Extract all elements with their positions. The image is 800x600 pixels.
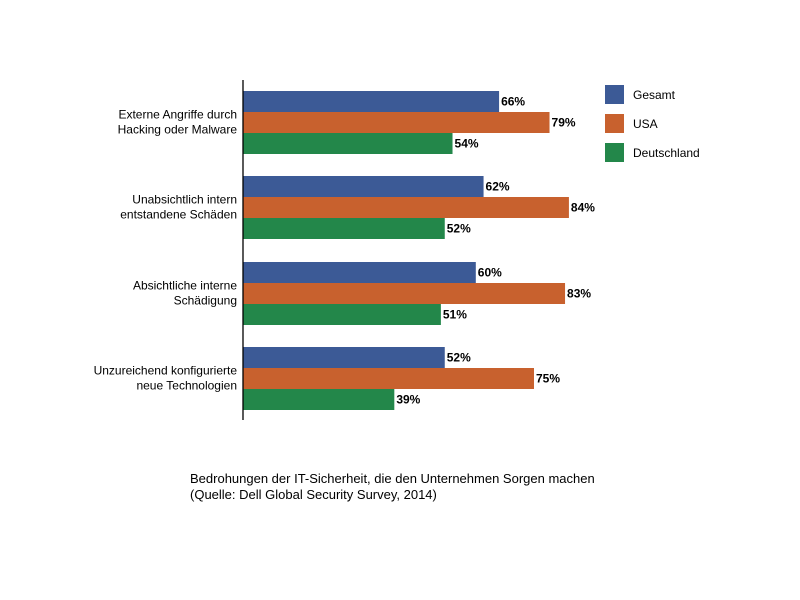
- data-label-gesamt-1: 66%: [501, 95, 525, 109]
- bar-chart: 66% 62% 60% 52% 79% 84% 83% 75% 54% 52% 51% 39% Exte…: [94, 80, 700, 420]
- data-label-usa-3: 83%: [567, 287, 591, 301]
- data-label-gesamt-3: 60%: [478, 266, 502, 280]
- data-label-gesamt-2: 62%: [486, 180, 510, 194]
- bar-deutschland-4: [243, 389, 395, 410]
- category-label-3-line-2: Schädigung: [174, 294, 237, 308]
- bar-deutschland-3: [243, 304, 441, 325]
- legend-label-deutschland: Deutschland: [633, 146, 700, 160]
- data-label-usa-1: 79%: [552, 116, 576, 130]
- bar-gesamt-1: [243, 91, 500, 112]
- bar-gesamt-4: [243, 347, 445, 368]
- data-label-usa-2: 84%: [571, 201, 595, 215]
- data-label-deutschland-1: 54%: [455, 137, 479, 151]
- data-label-deutschland-3: 51%: [443, 308, 467, 322]
- data-label-deutschland-4: 39%: [396, 393, 420, 407]
- bar-gesamt-2: [243, 176, 484, 197]
- data-label-usa-4: 75%: [536, 372, 560, 386]
- caption-title: Bedrohungen der IT-Sicherheit, die den U…: [190, 471, 595, 486]
- category-label-4-line-2: neue Technologien: [136, 379, 237, 393]
- caption-source: (Quelle: Dell Global Security Survey, 20…: [190, 486, 437, 502]
- bar-gesamt-3: [243, 262, 476, 283]
- category-label-2-line-1: Unabsichtlich intern: [132, 193, 237, 207]
- category-label-3-line-1: Absichtliche interne: [133, 279, 237, 293]
- category-label-2-line-2: entstandene Schäden: [120, 208, 237, 222]
- legend-swatch-usa: [605, 114, 624, 133]
- chart-caption: Bedrohungen der IT-Sicherheit, die den U…: [190, 471, 595, 502]
- legend-swatch-gesamt: [605, 85, 624, 104]
- legend-label-gesamt: Gesamt: [633, 88, 676, 102]
- bar-usa-3: [243, 283, 566, 304]
- bar-usa-1: [243, 112, 550, 133]
- legend-label-usa: USA: [633, 117, 658, 131]
- category-label-1-line-1: Externe Angriffe durch: [118, 108, 237, 122]
- data-label-deutschland-2: 52%: [447, 222, 471, 236]
- category-label-1-line-2: Hacking oder Malware: [118, 123, 238, 137]
- bar-deutschland-2: [243, 218, 445, 239]
- bar-deutschland-1: [243, 133, 453, 154]
- category-label-4-line-1: Unzureichend konfigurierte: [94, 364, 238, 378]
- data-label-gesamt-4: 52%: [447, 351, 471, 365]
- bar-usa-2: [243, 197, 569, 218]
- bar-usa-4: [243, 368, 534, 389]
- legend-swatch-deutschland: [605, 143, 624, 162]
